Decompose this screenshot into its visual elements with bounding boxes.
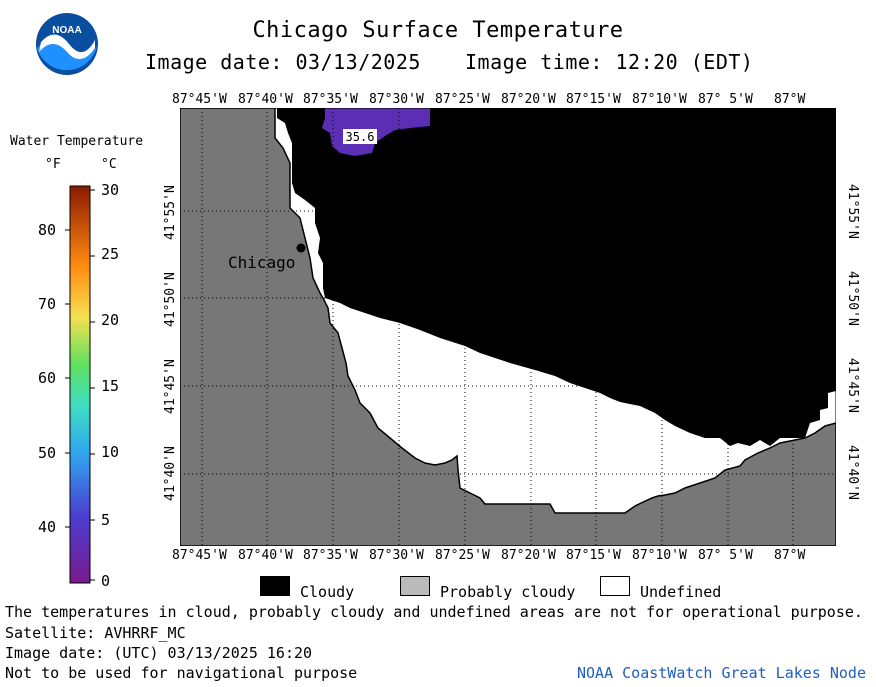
legend-probably-cloudy-swatch xyxy=(400,576,430,596)
colorbar-f-unit: °F xyxy=(45,157,61,172)
cb-f-80: 80 xyxy=(38,221,57,239)
temp-label-box xyxy=(343,129,377,144)
cb-c-20: 20 xyxy=(101,311,120,329)
lon-bottom-4: 87°25'W xyxy=(435,548,490,563)
cloud-area xyxy=(277,108,836,446)
cb-f-40: 40 xyxy=(38,518,57,536)
lat-left-0: 41°55'N xyxy=(163,185,178,240)
lon-bottom-7: 87°10'W xyxy=(632,548,687,563)
lon-bottom-0: 87°45'W xyxy=(172,548,227,563)
lon-bottom-8: 87° 5'W xyxy=(698,548,753,563)
cb-f-70: 70 xyxy=(38,295,57,313)
lon-bottom-6: 87°15'W xyxy=(566,548,621,563)
lon-bottom-3: 87°30'W xyxy=(369,548,424,563)
lon-top-5: 87°20'W xyxy=(501,92,556,107)
lon-bottom-2: 87°35'W xyxy=(303,548,358,563)
land-area xyxy=(180,108,836,546)
nav-warning: Not to be used for navigational purpose xyxy=(5,664,358,682)
lon-top-8: 87° 5'W xyxy=(698,92,753,107)
chicago-label: Chicago xyxy=(228,253,295,272)
lat-left-3: 41°40'N xyxy=(163,446,178,501)
lat-left-2: 41°45'N xyxy=(163,359,178,414)
cb-c-5: 5 xyxy=(101,511,111,529)
cb-c-30: 30 xyxy=(101,181,120,199)
chicago-marker xyxy=(296,243,306,253)
legend-cloudy-label: Cloudy xyxy=(300,583,355,601)
temp-label: 35.6 xyxy=(346,130,375,144)
lat-right-2: 41°45'N xyxy=(845,358,860,413)
lon-bottom-5: 87°20'W xyxy=(501,548,556,563)
legend-cloudy-swatch xyxy=(260,576,290,596)
cb-c-25: 25 xyxy=(101,245,120,263)
lon-top-6: 87°15'W xyxy=(566,92,621,107)
satellite: Satellite: AVHRRF_MC xyxy=(5,624,186,642)
lat-right-1: 41°50'N xyxy=(845,271,860,326)
map-panel: Chicago 35.6 xyxy=(180,108,836,546)
lat-right-3: 41°40'N xyxy=(845,445,860,500)
colorbar-c-unit: °C xyxy=(101,157,117,172)
lon-top-9: 87°W xyxy=(774,92,806,107)
noaa-logo: NOAA xyxy=(36,13,98,75)
lon-top-1: 87°40'W xyxy=(238,92,293,107)
cb-c-0: 0 xyxy=(101,572,111,590)
cb-f-50: 50 xyxy=(38,444,57,462)
lon-bottom-9: 87°W xyxy=(774,548,806,563)
image-date: Image date: 03/13/2025 xyxy=(145,50,421,74)
credit: NOAA CoastWatch Great Lakes Node xyxy=(577,664,866,682)
legend-undefined-label: Undefined xyxy=(640,583,722,601)
cb-f-60: 60 xyxy=(38,369,57,387)
cb-c-15: 15 xyxy=(101,377,120,395)
disclaimer: The temperatures in cloud, probably clou… xyxy=(5,603,863,621)
cb-c-10: 10 xyxy=(101,443,120,461)
lon-top-4: 87°25'W xyxy=(435,92,490,107)
colorbar xyxy=(65,185,95,584)
colorbar-title: Water Temperature xyxy=(10,134,144,149)
lat-left-1: 41°50'N xyxy=(163,272,178,327)
map-title: Chicago Surface Temperature xyxy=(252,18,624,43)
lon-top-2: 87°35'W xyxy=(303,92,358,107)
legend-probably-cloudy-label: Probably cloudy xyxy=(440,583,576,601)
lat-right-0: 41°55'N xyxy=(845,184,860,239)
utc-date: Image date: (UTC) 03/13/2025 16:20 xyxy=(5,644,313,662)
lon-bottom-1: 87°40'W xyxy=(238,548,293,563)
noaa-logo-text: NOAA xyxy=(52,25,81,36)
image-time: Image time: 12:20 (EDT) xyxy=(465,50,754,74)
grid xyxy=(180,108,836,546)
lon-top-3: 87°30'W xyxy=(369,92,424,107)
legend-undefined-swatch xyxy=(600,576,630,596)
lon-top-7: 87°10'W xyxy=(632,92,687,107)
lon-top-0: 87°45'W xyxy=(172,92,227,107)
